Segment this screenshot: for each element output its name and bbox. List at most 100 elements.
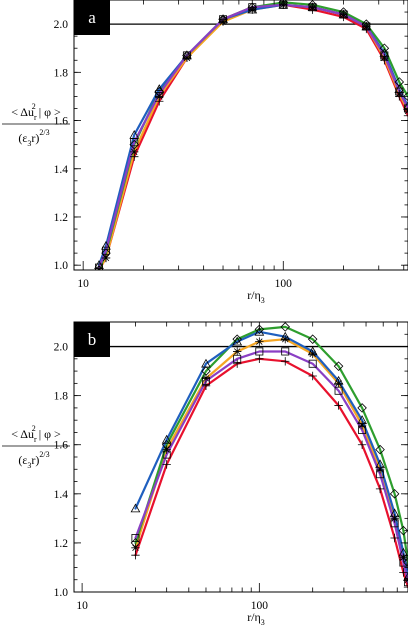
y-tick-label: 1.4 (54, 164, 69, 176)
y-tick-label: 1.8 (54, 391, 69, 403)
data-point (394, 84, 405, 93)
data-point (101, 253, 111, 263)
data-point (162, 445, 171, 454)
data-point (390, 533, 399, 543)
panel-a-y-axis: 1.0 1.2 1.4 1.6 1.8 2.0 (54, 0, 408, 272)
data-point (154, 84, 165, 93)
panel-b-x-axis-label: r/η3 (247, 610, 265, 627)
data-point (201, 374, 211, 383)
panel-a-badge (74, 0, 110, 35)
x-tick-label: 100 (251, 600, 269, 612)
data-point (233, 354, 242, 363)
data-point (162, 460, 171, 469)
data-point (357, 420, 367, 430)
data-point (339, 10, 348, 19)
data-point (307, 346, 318, 356)
data-point (247, 4, 258, 14)
data-point (232, 336, 243, 346)
data-point (101, 248, 111, 258)
data-point (308, 371, 317, 381)
data-point (399, 568, 408, 577)
panel-a-axis-frame (73, 0, 408, 271)
data-point (362, 22, 371, 31)
series-line-4 (97, 3, 408, 267)
data-point (218, 17, 228, 26)
panel-a-y-axis-label: < Δur2 | φ > (ε3r)2/3 (2, 102, 70, 148)
data-point (131, 534, 140, 542)
data-point (389, 489, 400, 499)
data-point (357, 440, 367, 449)
data-point (308, 359, 317, 368)
data-point (390, 514, 399, 523)
data-point (182, 50, 192, 61)
data-point (182, 53, 192, 63)
data-point (357, 415, 367, 424)
data-point (398, 547, 408, 557)
panel-a-x-axis-label: r/η3 (247, 288, 265, 305)
data-point (376, 470, 385, 479)
data-point (254, 326, 265, 336)
data-point (131, 543, 140, 553)
data-point (398, 525, 408, 536)
y-tick-label: 1.0 (54, 260, 69, 272)
y-tick-label: 1.8 (54, 67, 69, 79)
data-point (280, 322, 290, 332)
data-point (403, 572, 408, 582)
series-line-1 (134, 357, 408, 589)
series-line-5 (97, 3, 408, 269)
data-point (380, 51, 389, 60)
y-tick-label: 1.6 (54, 116, 69, 128)
clip-group (94, 0, 408, 270)
panel-b-badge-label: b (88, 330, 97, 349)
panel-b-badge (74, 322, 110, 357)
data-point (403, 91, 408, 102)
data-point (379, 43, 390, 53)
data-point (130, 138, 139, 147)
data-point (357, 403, 367, 413)
panel-b-y-axis: 1.01.21.41.61.82.0 (54, 321, 408, 599)
data-point (379, 48, 390, 57)
data-point (375, 459, 385, 469)
data-point (131, 550, 140, 560)
svg-text:< Δur2 | φ >: < Δur2 | φ > (11, 102, 61, 122)
y-tick-label: 2.0 (54, 19, 69, 31)
data-point (201, 358, 211, 368)
x-tick-label: 100 (275, 278, 293, 290)
data-point (399, 558, 408, 567)
data-point (395, 87, 404, 96)
data-point (161, 434, 172, 444)
y-tick-label: 1.4 (54, 489, 69, 501)
data-point (403, 557, 408, 568)
data-point (219, 15, 228, 24)
data-point (255, 337, 264, 346)
data-point (255, 354, 264, 364)
data-point (403, 582, 408, 592)
data-point (375, 465, 385, 474)
data-point (380, 53, 389, 63)
data-point (281, 357, 290, 366)
series-line-3 (97, 1, 408, 270)
data-point (232, 359, 242, 368)
data-point (130, 503, 141, 513)
data-point (94, 260, 104, 269)
data-point (232, 334, 242, 344)
panel-b-x-axis: 10 100 (73, 322, 398, 612)
svg-text:< Δur2 | φ >: < Δur2 | φ > (11, 424, 61, 444)
data-point (155, 90, 164, 98)
data-point (403, 111, 408, 120)
data-point (334, 379, 343, 388)
x-tick-label: 10 (76, 600, 88, 612)
data-point (232, 347, 242, 356)
data-point (101, 240, 111, 250)
data-point (308, 3, 317, 12)
data-point (95, 263, 103, 270)
data-point (403, 101, 408, 110)
data-point (334, 386, 343, 395)
data-point (281, 347, 290, 356)
data-point (375, 484, 385, 494)
panel-b-y-axis-label: < Δur2 | φ > (ε3r)2/3 (2, 424, 70, 470)
data-point (333, 375, 344, 385)
data-point (399, 553, 408, 562)
data-point (218, 14, 228, 25)
